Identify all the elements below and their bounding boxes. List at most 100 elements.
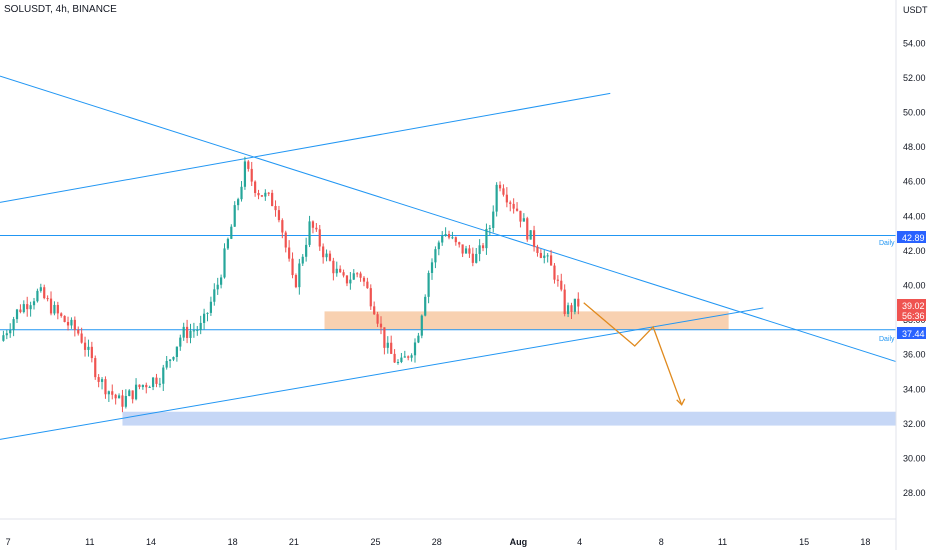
candle	[175, 346, 178, 362]
candle-body	[90, 346, 93, 359]
candle-body	[179, 337, 182, 347]
time-tick-label: 18	[228, 537, 238, 547]
candle-body	[291, 258, 294, 276]
candle-body	[373, 306, 376, 315]
candle-body	[410, 355, 413, 358]
candle	[441, 231, 444, 246]
candle	[49, 291, 53, 316]
candle	[114, 393, 117, 405]
last-price-badge: 39.02	[902, 301, 925, 311]
candle	[216, 277, 219, 295]
candle	[386, 336, 389, 354]
candle-body	[468, 248, 471, 254]
candle	[424, 294, 427, 317]
candle-body	[192, 330, 195, 332]
time-tick-label: 7	[6, 537, 11, 547]
candle-body	[15, 309, 19, 320]
candle	[141, 384, 144, 390]
price-axis[interactable]: USDT 54.00 52.00 50.00 48.00 46.00 44.00 42.00…	[903, 5, 928, 498]
candle-body	[335, 268, 338, 274]
candle-body	[352, 273, 355, 280]
candle	[162, 364, 165, 391]
candle	[5, 329, 8, 340]
candle-body	[97, 377, 100, 382]
candle	[305, 237, 308, 262]
candle-body	[553, 265, 556, 280]
candle	[165, 355, 168, 370]
candle-body	[83, 342, 87, 350]
time-axis[interactable]: 7 11 14 18 21 25 28 Aug 4 8 11 15 18	[6, 537, 871, 547]
candle-body	[294, 275, 298, 288]
candle-body	[185, 326, 189, 338]
candle	[553, 263, 556, 284]
candle-body	[563, 289, 566, 315]
candle	[151, 376, 155, 391]
candle	[87, 339, 90, 357]
candle-body	[519, 210, 522, 222]
candle	[90, 341, 93, 363]
price-tick-label: 28.00	[903, 488, 926, 498]
candle	[56, 301, 59, 320]
candle	[451, 231, 454, 240]
candle	[301, 254, 304, 267]
price-tick-label: 36.00	[903, 350, 926, 360]
candle-body	[315, 227, 318, 230]
candle	[420, 314, 423, 339]
candle-body	[543, 255, 546, 258]
candle	[237, 197, 240, 211]
candle-body	[420, 315, 423, 336]
candle	[281, 218, 284, 239]
demand-zone	[122, 411, 896, 426]
price-tick-label: 44.00	[903, 211, 926, 221]
trend-line-1	[0, 75, 897, 363]
candle	[19, 304, 22, 314]
lower-level-badge-bg	[897, 327, 926, 339]
candle-body	[359, 273, 362, 278]
candle	[359, 271, 362, 282]
candle-body	[22, 304, 25, 313]
candle-body	[379, 323, 383, 328]
candle-body	[498, 184, 502, 189]
candle	[390, 335, 393, 355]
candle-body	[566, 305, 570, 315]
candle	[325, 249, 328, 262]
candle-body	[451, 237, 454, 239]
candle	[97, 374, 100, 388]
candle-body	[202, 313, 206, 323]
candle	[15, 308, 19, 324]
candle	[369, 284, 372, 310]
candle-body	[220, 277, 223, 285]
candle-body	[56, 304, 59, 314]
candle	[104, 376, 107, 399]
candle	[29, 301, 32, 317]
candle-body	[46, 298, 49, 300]
trend-line-2	[0, 92, 611, 203]
last-price-badge-bg	[897, 299, 926, 321]
candle-body	[400, 357, 403, 363]
candle	[223, 243, 226, 279]
candle-body	[151, 377, 155, 387]
candle-body	[332, 260, 335, 274]
candle	[199, 315, 202, 335]
candle	[335, 261, 338, 277]
candle-body	[165, 360, 168, 368]
candle	[468, 244, 471, 258]
candle	[220, 274, 223, 289]
candle-body	[556, 279, 559, 281]
candle	[546, 253, 549, 263]
price-tick-label: 54.00	[903, 38, 926, 48]
candle	[502, 184, 505, 197]
candle-body	[502, 188, 505, 195]
time-tick-label: 25	[371, 537, 381, 547]
candle	[410, 353, 413, 362]
candle	[233, 201, 236, 227]
symbol-title: SOLUSDT, 4h, BINANCE	[4, 4, 117, 15]
candle-body	[369, 288, 372, 307]
time-tick-label: 21	[289, 537, 299, 547]
candle-body	[114, 394, 117, 399]
candle	[124, 389, 127, 409]
candle-body	[539, 252, 542, 258]
candle	[196, 326, 199, 336]
